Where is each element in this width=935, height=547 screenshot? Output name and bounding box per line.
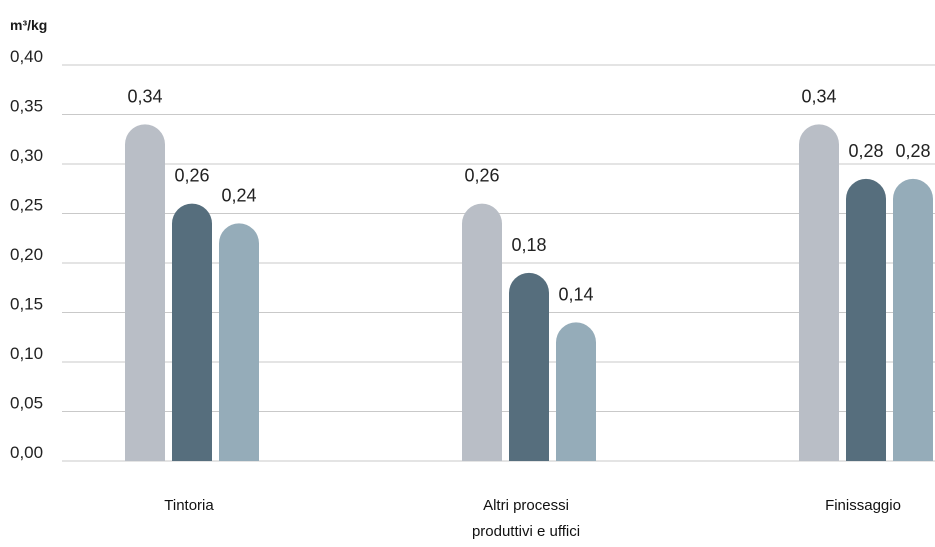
bar <box>172 203 212 461</box>
y-axis-ticks: 0,00 0,05 0,10 0,15 0,20 0,25 0,30 0,35 0,40 <box>10 47 43 462</box>
bar <box>125 124 165 461</box>
bar <box>556 322 596 461</box>
x-category-label: Altri processi <box>483 497 569 514</box>
y-tick-label: 0,30 <box>10 146 43 165</box>
y-tick-label: 0,00 <box>10 443 43 462</box>
bars <box>125 124 933 461</box>
bar-data-label: 0,18 <box>511 235 546 255</box>
y-axis-unit-label: m³/kg <box>10 17 47 33</box>
y-tick-label: 0,35 <box>10 97 43 116</box>
category-labels: Tintoria Altri processi produttivi e uffic… <box>164 497 901 540</box>
y-tick-label: 0,25 <box>10 196 43 215</box>
bar-data-label: 0,14 <box>558 284 593 304</box>
y-tick-label: 0,20 <box>10 245 43 264</box>
bar <box>509 272 549 461</box>
y-tick-label: 0,15 <box>10 295 43 314</box>
bar <box>893 178 933 461</box>
bar <box>846 178 886 461</box>
bar <box>462 203 502 461</box>
x-category-label: Finissaggio <box>825 497 901 514</box>
bar-data-label: 0,26 <box>174 166 209 186</box>
x-category-label: produttivi e uffici <box>472 523 580 540</box>
bar <box>799 124 839 461</box>
bar-data-label: 0,34 <box>127 86 162 106</box>
bar-data-label: 0,26 <box>464 166 499 186</box>
bar-data-label: 0,34 <box>801 86 836 106</box>
x-category-label: Tintoria <box>164 497 214 514</box>
y-tick-label: 0,40 <box>10 47 43 66</box>
y-tick-label: 0,10 <box>10 344 43 363</box>
bar-data-label: 0,28 <box>848 141 883 161</box>
bar <box>219 223 259 461</box>
bar-data-label: 0,24 <box>221 185 256 205</box>
y-tick-label: 0,05 <box>10 394 43 413</box>
data-labels: 0,34 0,26 0,24 0,26 0,18 0,14 0,34 0,28 0,28 <box>127 86 930 304</box>
bar-data-label: 0,28 <box>895 141 930 161</box>
